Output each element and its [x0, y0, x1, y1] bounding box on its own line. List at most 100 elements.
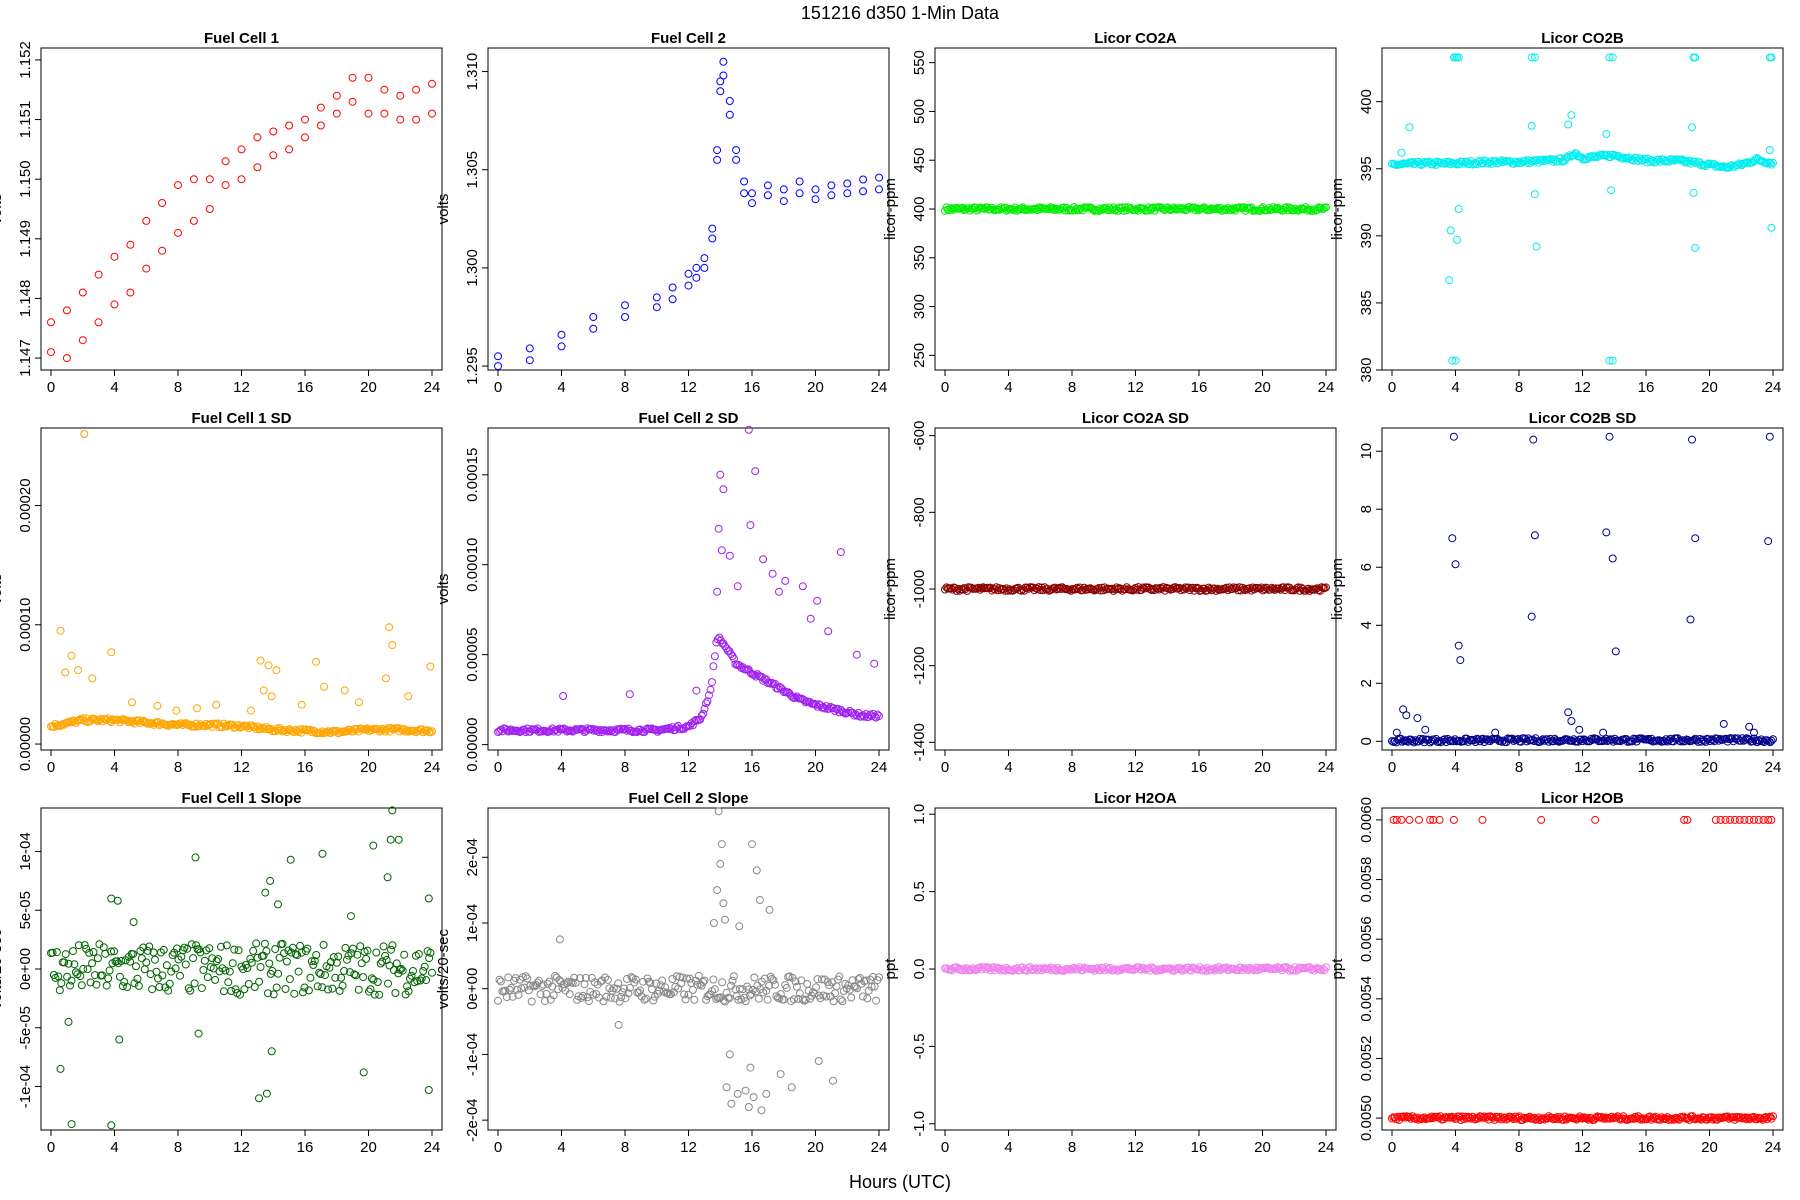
data-point [1388, 737, 1396, 746]
panel-title: Fuel Cell 1 [204, 30, 279, 47]
data-point [623, 974, 631, 983]
data-point [174, 955, 183, 964]
data-point [1111, 585, 1119, 594]
data-point [107, 648, 116, 657]
data-point [253, 133, 262, 142]
data-point [403, 982, 412, 991]
x-tick-label: 24 [424, 379, 441, 396]
data-point [253, 953, 262, 962]
data-point [77, 981, 86, 990]
data-point [1050, 206, 1059, 214]
data-point [870, 659, 879, 668]
plot-frame [487, 427, 890, 751]
data-point [1176, 205, 1185, 214]
data-point [668, 283, 677, 292]
data-points [941, 963, 1330, 975]
data-point [282, 957, 291, 966]
data-point [765, 678, 774, 687]
data-point [652, 293, 661, 302]
data-point [62, 306, 71, 315]
data-point [239, 965, 247, 974]
data-point [246, 954, 255, 963]
data-point [294, 967, 303, 976]
data-point [105, 966, 114, 975]
y-tick-label: 400 [1358, 89, 1375, 114]
data-point [748, 840, 756, 849]
data-point [843, 179, 852, 188]
data-point [281, 726, 290, 735]
data-point [134, 981, 143, 990]
data-point [872, 996, 881, 1005]
data-point [337, 973, 346, 982]
data-point [1678, 736, 1687, 745]
x-tick-label: 4 [1004, 759, 1012, 776]
panel-title: Licor CO2B [1541, 30, 1624, 47]
data-point [319, 940, 328, 949]
data-points [494, 57, 883, 371]
data-point [1413, 714, 1422, 723]
data-point [564, 977, 573, 986]
data-point [299, 988, 307, 997]
data-point [602, 726, 611, 735]
data-point [811, 185, 820, 194]
data-point [340, 686, 349, 695]
data-point [362, 954, 371, 963]
data-point [702, 699, 711, 708]
data-point [332, 91, 341, 100]
data-point [335, 728, 344, 737]
data-point [143, 946, 152, 955]
data-point [707, 678, 716, 687]
data-point [378, 724, 387, 733]
data-point [952, 204, 961, 212]
data-point [708, 224, 717, 233]
y-tick-label: 385 [1358, 290, 1375, 315]
data-points [494, 425, 883, 737]
data-point [158, 971, 167, 980]
data-point [269, 127, 278, 136]
data-point [1276, 585, 1285, 594]
data-point [694, 971, 703, 980]
data-point [779, 197, 788, 206]
data-point [104, 974, 113, 983]
data-point [738, 985, 747, 994]
data-points [47, 806, 436, 1130]
x-tick-label: 20 [807, 1139, 824, 1156]
data-point [347, 912, 355, 921]
y-tick-label: -1200 [911, 646, 928, 684]
y-tick-label: 1.148 [17, 280, 34, 318]
data-point [1429, 815, 1438, 824]
data-point [875, 712, 883, 721]
data-point [791, 977, 800, 986]
x-tick-label: 12 [233, 759, 250, 776]
data-point [112, 957, 121, 966]
data-point [1065, 585, 1074, 594]
x-tick-label: 24 [871, 759, 888, 776]
data-point [67, 1120, 76, 1129]
data-point [1568, 736, 1577, 745]
data-point [1478, 815, 1487, 824]
data-point [717, 840, 726, 849]
data-point [380, 109, 389, 118]
data-point [219, 719, 228, 728]
data-point [309, 961, 318, 969]
data-point [699, 709, 708, 718]
data-point [614, 979, 623, 988]
panel-10: Licor H2OA ppt 0 4 8 12 16 20 24 -1.0 -0.5 0.0 0.5 1.… [882, 790, 1337, 1156]
data-point [1068, 206, 1077, 215]
data-point [221, 181, 230, 190]
panel-title: Licor CO2B SD [1529, 410, 1637, 427]
data-point [174, 181, 182, 190]
data-point [1615, 1114, 1624, 1123]
x-tick-label: 20 [1701, 379, 1718, 396]
data-point [300, 983, 309, 992]
data-point [1547, 1113, 1556, 1122]
data-point [1397, 815, 1406, 824]
data-point [642, 994, 650, 1003]
data-point [1402, 711, 1411, 720]
data-point [353, 950, 362, 959]
data-point [363, 946, 372, 955]
data-point [1704, 159, 1713, 168]
data-point [83, 965, 92, 974]
data-point [1721, 815, 1730, 824]
data-point [1228, 585, 1237, 593]
